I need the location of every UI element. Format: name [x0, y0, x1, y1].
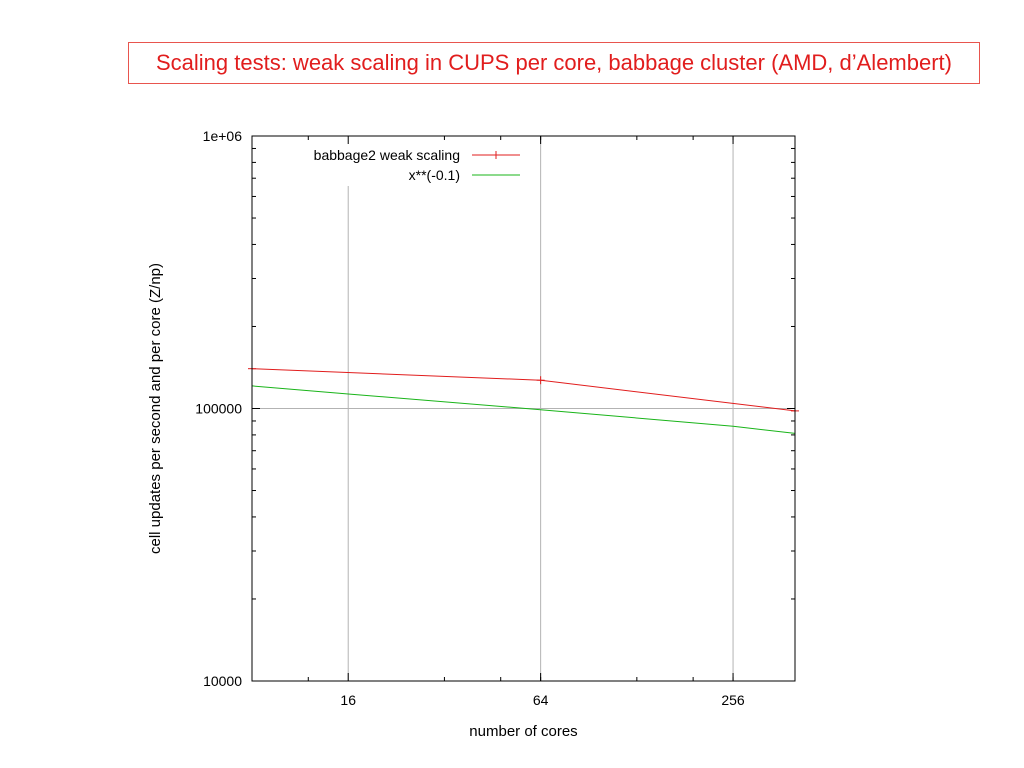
y-tick-label: 100000	[195, 401, 242, 417]
x-tick-label: 64	[533, 692, 549, 708]
series-line-2	[251, 385, 796, 434]
legend-label-2: x**(-0.1)	[409, 167, 460, 183]
series-lines	[248, 364, 799, 434]
y-tick-label: 1e+06	[203, 128, 243, 144]
x-tick-label: 16	[340, 692, 356, 708]
legend: babbage2 weak scaling x**(-0.1)	[314, 147, 520, 183]
legend-label-1: babbage2 weak scaling	[314, 147, 460, 163]
axis-ticks: 16 64 256 10000 100000 1e+06	[195, 128, 795, 708]
y-axis-label: cell updates per second and per core (Z/…	[147, 263, 164, 554]
slide-title: Scaling tests: weak scaling in CUPS per …	[128, 42, 980, 84]
y-tick-label: 10000	[203, 673, 242, 689]
x-tick-label: 256	[721, 692, 745, 708]
data-point-marker	[536, 376, 545, 385]
series-line-1	[251, 368, 796, 412]
axis-labels: number of cores cell updates per second a…	[147, 263, 578, 740]
x-axis-label: number of cores	[469, 723, 577, 740]
